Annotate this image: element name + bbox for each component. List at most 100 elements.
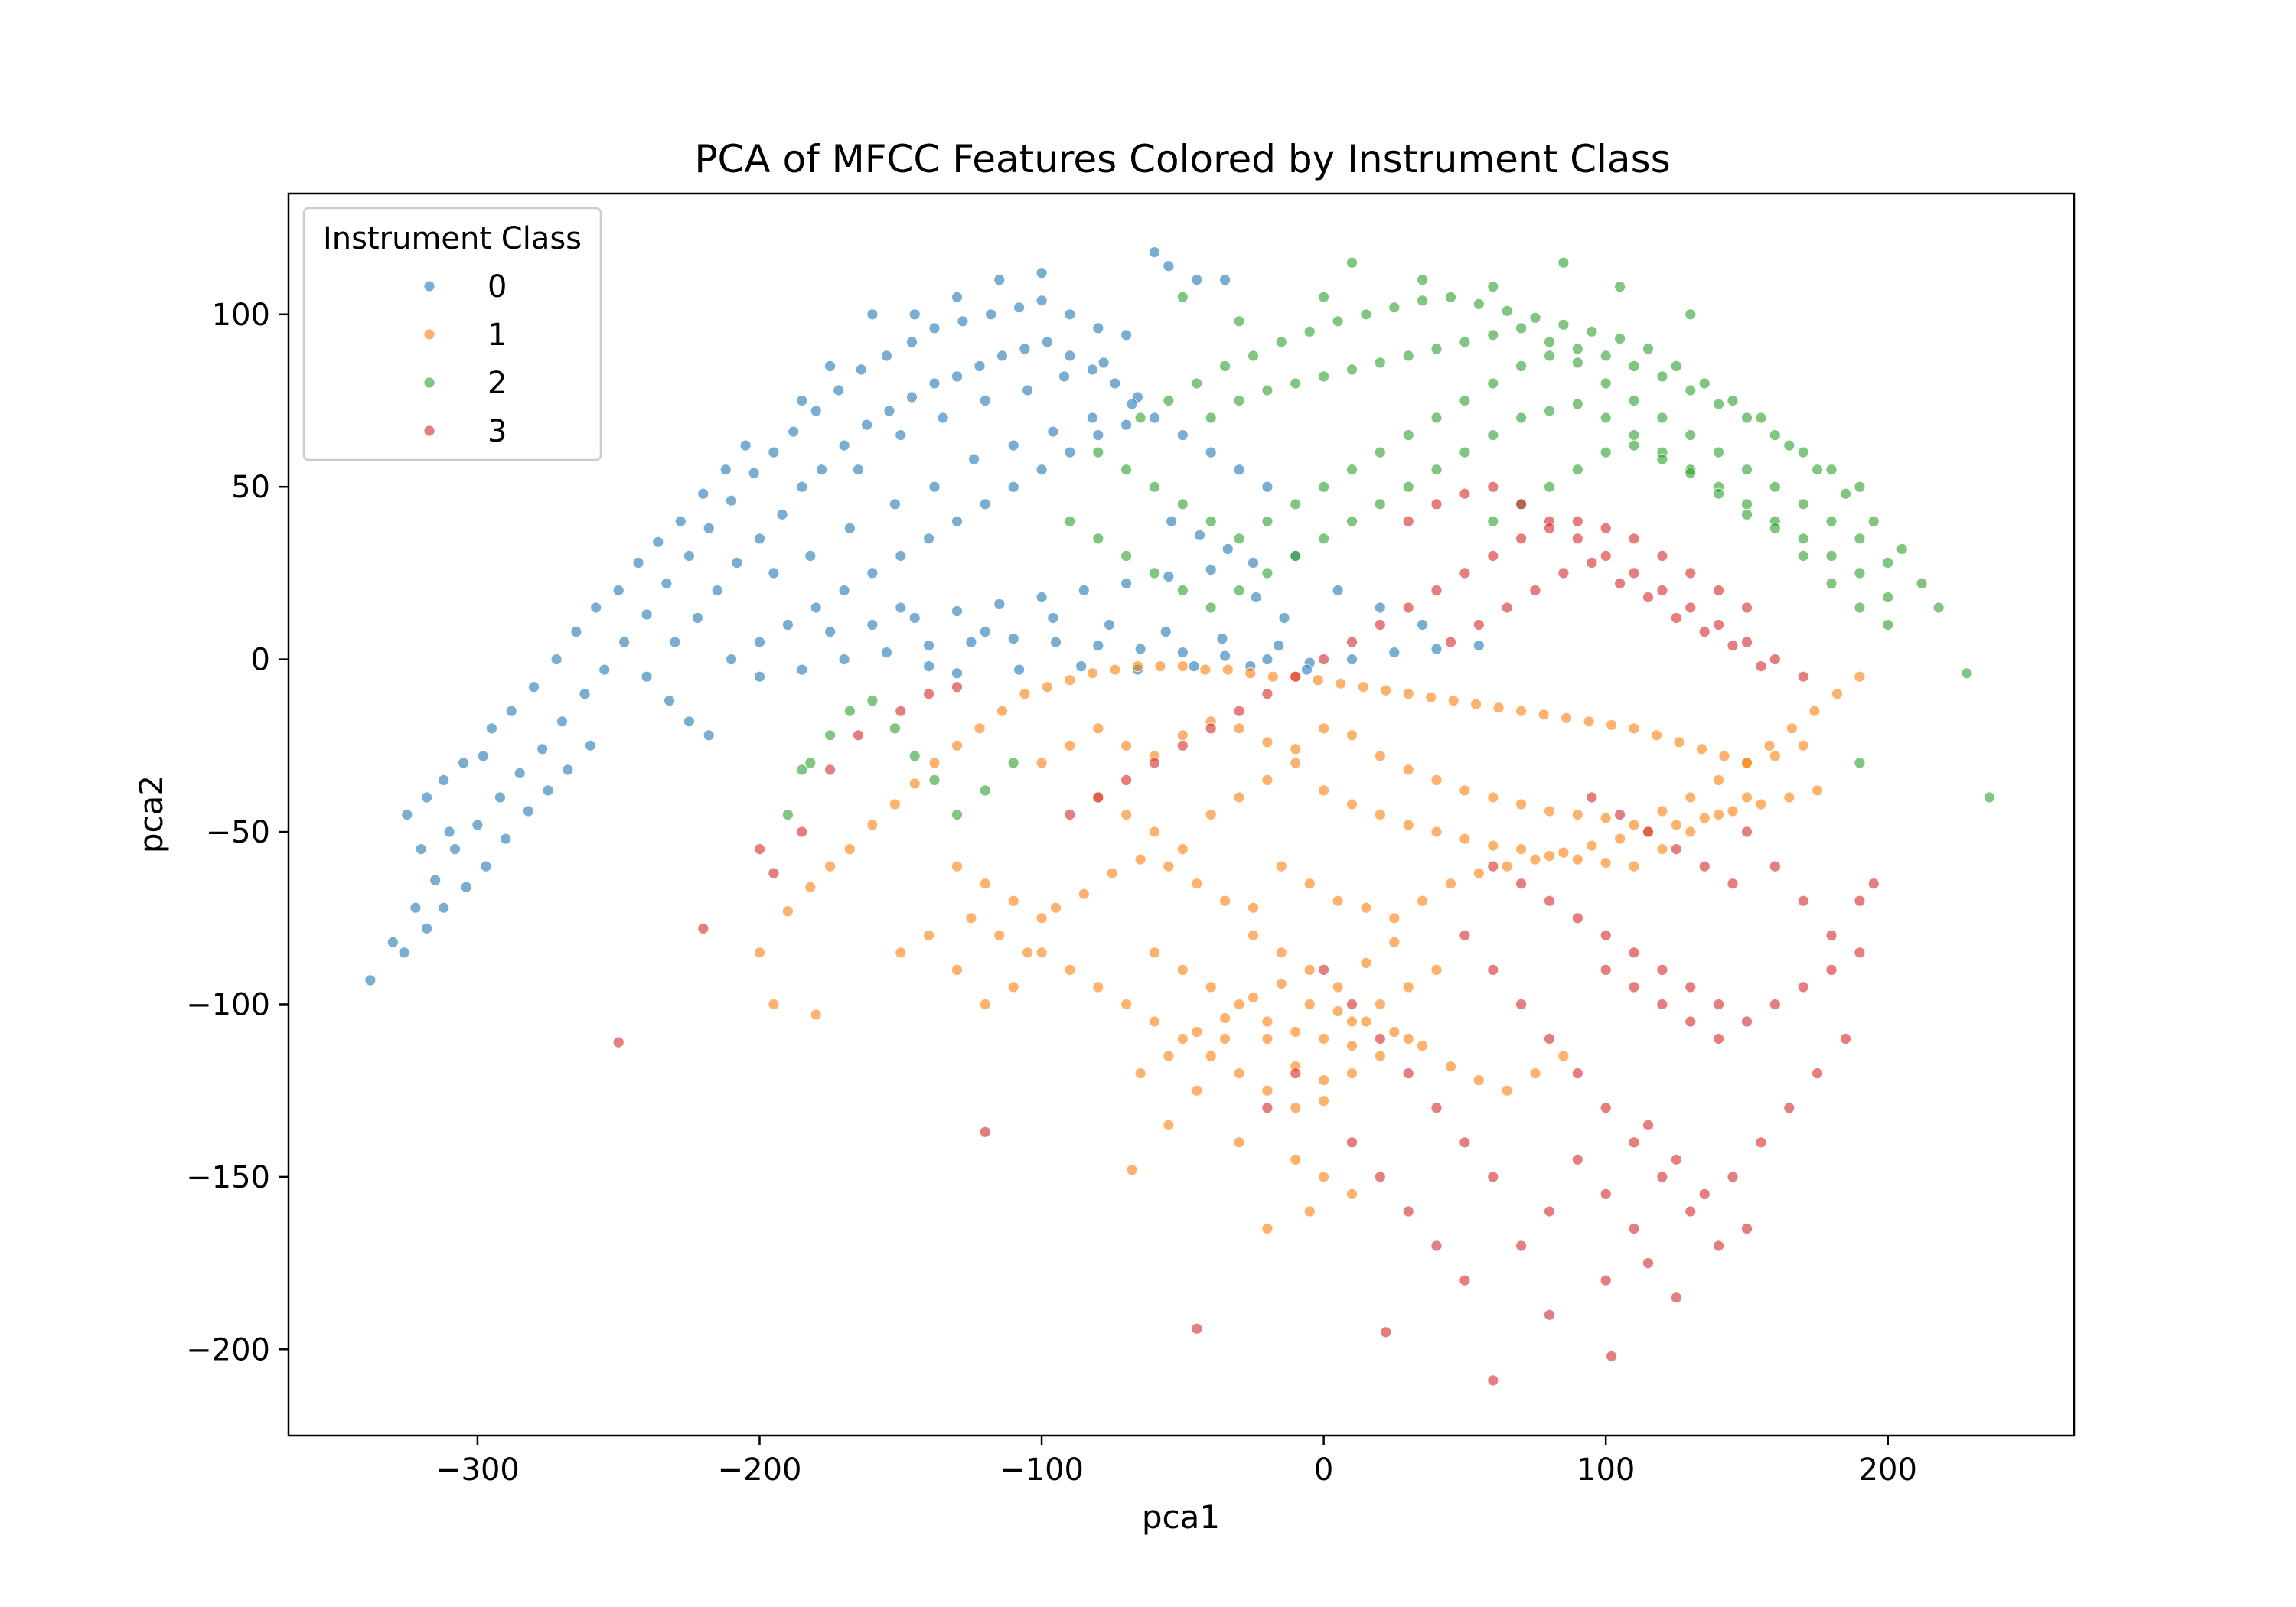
legend: Instrument Class 0 1 2 3 (302, 207, 602, 461)
data-point (1783, 439, 1795, 451)
data-point (1783, 791, 1795, 804)
data-point (1360, 901, 1372, 914)
data-point (1233, 315, 1245, 328)
data-point (796, 764, 808, 776)
data-point (1176, 964, 1189, 976)
data-point (1360, 308, 1372, 321)
y-axis-ticks: −200 −150 −100 −50 0 50 100 (186, 298, 289, 1367)
data-point (1515, 843, 1527, 855)
data-point (1492, 702, 1505, 714)
data-point (1763, 739, 1776, 751)
data-point (1544, 350, 1555, 362)
data-point (788, 425, 800, 438)
data-point (1586, 791, 1598, 804)
data-point (1698, 626, 1711, 637)
data-point (906, 391, 918, 403)
data-point (1154, 660, 1166, 672)
data-point (1149, 567, 1160, 579)
data-point (556, 715, 568, 728)
data-point (1769, 750, 1781, 762)
data-point (1797, 981, 1809, 993)
data-point (562, 764, 574, 776)
data-point (1035, 592, 1048, 603)
data-point (1374, 1033, 1386, 1045)
data-point (824, 729, 836, 742)
data-point (1332, 1006, 1344, 1017)
data-point (1600, 350, 1612, 362)
data-point (1882, 619, 1894, 631)
data-point (1346, 1188, 1358, 1200)
data-point (1120, 329, 1132, 341)
data-point (1388, 912, 1401, 924)
data-point (1741, 636, 1753, 648)
data-point (1247, 901, 1259, 914)
data-point (664, 695, 675, 707)
data-point (1205, 722, 1217, 735)
data-point (1487, 1171, 1499, 1183)
data-point (768, 446, 780, 458)
data-point (421, 791, 432, 804)
data-point (1557, 1050, 1570, 1062)
y-tick-label: −150 (186, 1160, 270, 1195)
data-point (1332, 895, 1344, 907)
data-point (1104, 619, 1115, 631)
data-point (1544, 1033, 1555, 1045)
data-point (1275, 978, 1287, 989)
data-point (1867, 515, 1880, 527)
data-point (1233, 791, 1245, 804)
data-point (1642, 826, 1654, 838)
data-point (1176, 498, 1189, 510)
data-point (1586, 325, 1598, 337)
data-point (401, 809, 413, 820)
legend-marker-0 (423, 280, 435, 292)
data-point (1755, 798, 1767, 810)
data-point (1600, 812, 1612, 824)
data-point (612, 1036, 625, 1048)
data-point (923, 640, 934, 651)
data-point (1022, 384, 1033, 396)
data-point (1487, 550, 1499, 562)
data-point (1092, 533, 1104, 545)
data-point (1335, 677, 1347, 689)
data-point (1825, 464, 1838, 476)
data-point (1628, 1223, 1640, 1234)
data-point (731, 557, 743, 569)
data-point (979, 498, 991, 510)
data-point (1769, 522, 1781, 534)
data-point (1544, 522, 1555, 534)
data-point (1388, 936, 1401, 948)
data-point (1318, 654, 1329, 665)
data-point (1176, 647, 1189, 658)
data-point (748, 467, 760, 479)
data-point (889, 498, 901, 510)
data-point (1106, 867, 1118, 879)
x-axis-ticks: −300 −200 −100 0 100 200 (435, 1436, 1917, 1488)
data-point (1614, 332, 1626, 344)
data-point (1459, 929, 1471, 941)
data-point (1064, 308, 1076, 321)
data-point (1614, 578, 1626, 589)
data-point (1360, 1015, 1372, 1028)
data-point (861, 419, 872, 431)
data-point (895, 705, 907, 717)
data-point (1430, 643, 1443, 655)
data-point (1727, 805, 1739, 817)
data-point (1854, 481, 1866, 493)
data-point (1430, 343, 1443, 355)
data-point (1221, 663, 1234, 676)
data-point (1487, 481, 1499, 493)
data-point (951, 681, 963, 693)
data-point (1163, 1050, 1175, 1062)
data-point (1459, 1274, 1471, 1286)
data-point (1290, 1153, 1302, 1165)
data-point (754, 843, 765, 855)
data-point (1840, 1033, 1851, 1045)
data-point (1656, 999, 1668, 1010)
data-point (443, 826, 455, 838)
data-point (1149, 757, 1160, 769)
data-point (1050, 901, 1062, 914)
data-point (1261, 774, 1274, 786)
data-point (1163, 260, 1175, 272)
data-point (1684, 384, 1697, 396)
data-point (754, 947, 765, 959)
